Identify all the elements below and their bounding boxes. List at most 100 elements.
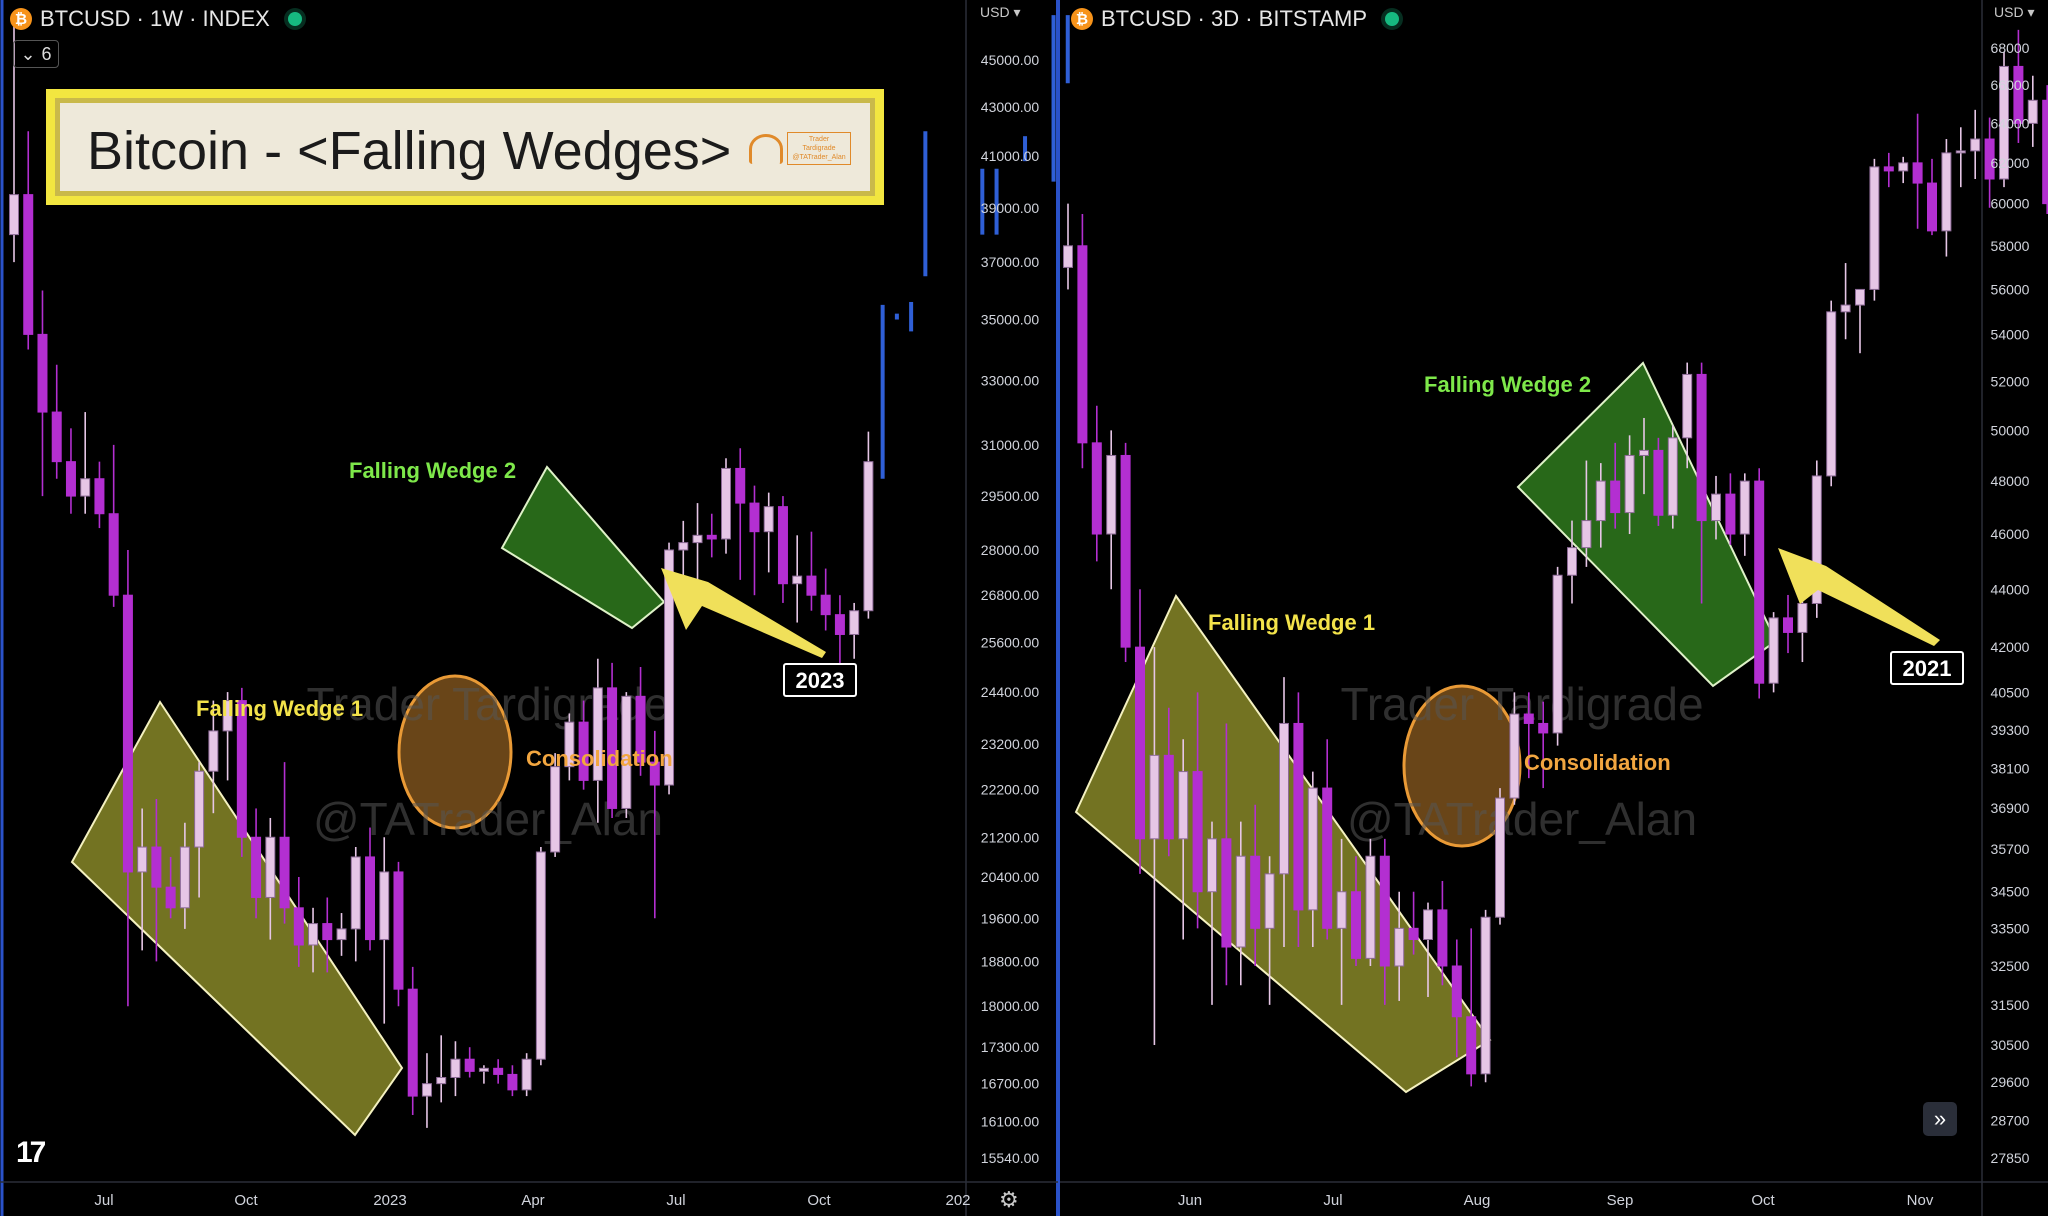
right-symbol-header[interactable]: ₿ BTCUSD · 3D · BITSTAMP: [1071, 6, 1400, 32]
left-candle-body: [535, 851, 546, 1060]
live-dot-icon: [1385, 12, 1400, 26]
left-y-tick-label: 20400.00: [981, 869, 1040, 885]
right-candle-body: [1955, 150, 1966, 154]
right-candle-body: [1264, 873, 1275, 929]
right-y-tick-label: 62000: [1991, 155, 2030, 171]
right-watermark-line2: @TATrader_Alan: [1347, 793, 1697, 845]
right-y-tick-label: 48000: [1991, 473, 2030, 489]
left-candle-body: [308, 923, 319, 946]
right-candle-body: [1567, 547, 1577, 576]
left-candle-body: [94, 478, 105, 515]
left-symbol-header[interactable]: ₿ BTCUSD · 1W · INDEX: [10, 6, 302, 32]
indicators-toggle[interactable]: ⌄ 6: [13, 40, 59, 68]
right-candle-body: [1610, 480, 1621, 514]
left-y-tick-label: 37000.00: [981, 254, 1040, 270]
left-y-tick-label: 18800.00: [981, 953, 1040, 969]
right-x-tick-label: Nov: [1907, 1192, 1934, 1209]
left-candle-body: [80, 478, 91, 497]
right-candle-body: [1624, 454, 1635, 514]
left-candle-body: [23, 194, 34, 335]
right-candle-body: [1178, 771, 1189, 840]
left-wedge1-label: Falling Wedge 1: [196, 696, 363, 721]
right-candle-body: [1135, 646, 1145, 840]
right-candle-body: [1970, 138, 1981, 152]
right-x-tick-label: Aug: [1464, 1192, 1491, 1209]
left-y-tick-label: 39000.00: [981, 200, 1040, 216]
author-logo: Trader Tardigrade @TATrader_Alan: [749, 132, 851, 165]
right-y-tick-label: 56000: [1991, 281, 2030, 297]
gear-icon[interactable]: ⚙: [999, 1187, 1019, 1212]
right-y-tick-label: 40500: [1991, 684, 2030, 700]
right-candle-body: [1523, 713, 1534, 724]
right-candle-body: [1221, 838, 1232, 948]
left-candle-body: [763, 506, 774, 533]
right-candle-body: [1480, 916, 1491, 1075]
right-candle-body: [1595, 480, 1606, 522]
right-candle-body: [2027, 99, 2038, 124]
left-candle-body: [564, 721, 575, 768]
right-y-tick-label: 68000: [1991, 40, 2030, 56]
left-y-tick-label: 43000.00: [981, 99, 1040, 115]
left-y-tick-label: 29500.00: [981, 488, 1040, 504]
title-banner: Bitcoin - <Falling Wedges> Trader Tardig…: [46, 89, 884, 205]
left-candle-body: [421, 1083, 432, 1097]
right-candle-body: [1408, 927, 1419, 941]
right-y-tick-label: 38100: [1991, 760, 2030, 776]
left-candle-body: [806, 575, 817, 596]
left-candle-body: [251, 836, 262, 898]
left-x-tick-label: 2023: [373, 1192, 406, 1209]
left-candle-body: [436, 1076, 447, 1085]
left-candle-body: [208, 730, 219, 772]
left-candle-body: [137, 846, 148, 873]
left-y-tick-label: 31000.00: [981, 437, 1040, 453]
left-candle-body: [521, 1058, 532, 1091]
left-y-tick-label: 16700.00: [981, 1076, 1040, 1092]
right-y-tick-label: 36900: [1991, 800, 2030, 816]
tradingview-logo[interactable]: 17: [16, 1136, 46, 1169]
left-candle-body: [365, 856, 375, 941]
right-candle-body: [1106, 454, 1117, 535]
right-candle-body: [1163, 754, 1174, 840]
left-candle-body: [379, 871, 390, 941]
left-x-tick-label: Apr: [521, 1192, 544, 1209]
left-candle-body: [735, 467, 746, 504]
right-candle-body: [1423, 909, 1433, 941]
right-candle-body: [2013, 65, 2024, 124]
left-candle-body: [393, 871, 404, 990]
scroll-to-latest-button[interactable]: »: [1923, 1102, 1957, 1136]
left-currency-menu[interactable]: USD ▾: [980, 4, 1021, 20]
right-currency-menu[interactable]: USD ▾: [1994, 4, 2035, 20]
right-candle-body: [1999, 65, 2009, 180]
right-y-tick-label: 32500: [1991, 958, 2030, 974]
right-y-tick-label: 29600: [1991, 1074, 2030, 1090]
right-candle-body: [1840, 304, 1851, 313]
right-y-tick-label: 27850: [1991, 1150, 2030, 1166]
indicators-count: 6: [41, 43, 52, 64]
left-y-tick-label: 28000.00: [981, 542, 1040, 558]
right-candle-body: [1725, 493, 1736, 535]
left-y-tick-label: 21200.00: [981, 829, 1040, 845]
left-candle-body: [706, 534, 717, 540]
left-candle-body: [336, 928, 347, 941]
right-x-tick-label: Oct: [1751, 1192, 1775, 1209]
right-pointer-arrow: [1778, 548, 1940, 646]
right-candle-body: [1754, 480, 1765, 684]
right-candle-body: [1653, 449, 1664, 516]
right-candle-body: [1437, 909, 1448, 967]
right-candle-body: [2042, 99, 2048, 205]
left-candle-body: [37, 333, 48, 413]
left-candle-body: [849, 610, 860, 635]
left-candle-body: [550, 766, 561, 853]
right-candle-body: [1682, 373, 1693, 439]
right-y-tick-label: 66000: [1991, 77, 2030, 93]
right-candle-body: [1552, 574, 1563, 734]
right-y-tick-label: 39300: [1991, 722, 2030, 738]
right-candle-body: [1279, 722, 1289, 875]
right-candle-body: [1336, 891, 1347, 929]
right-y-tick-label: 58000: [1991, 238, 2030, 254]
right-candle-body: [1855, 288, 1865, 306]
left-consolidation-label: Consolidation: [526, 746, 673, 771]
right-candle-body: [1898, 162, 1909, 172]
left-candle-body: [664, 549, 675, 786]
